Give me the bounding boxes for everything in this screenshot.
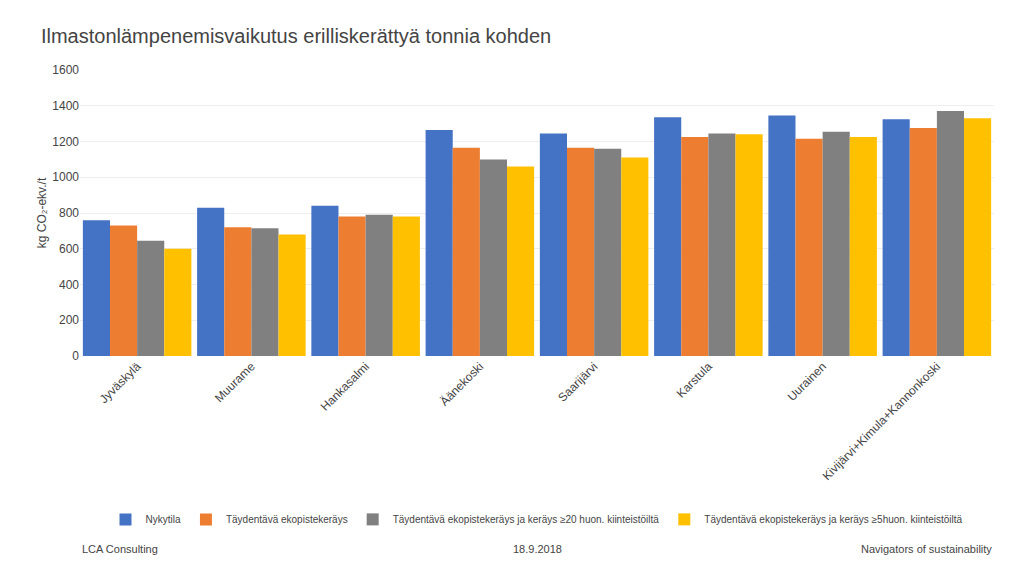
svg-text:Saarijärvi: Saarijärvi [555, 359, 600, 404]
svg-text:Karstula: Karstula [674, 359, 715, 400]
svg-text:Ilmastonlämpenemisvaikutus eri: Ilmastonlämpenemisvaikutus erilliskerätt… [41, 25, 551, 47]
svg-text:Täydentävä ekopistekeräys ja k: Täydentävä ekopistekeräys ja keräys ≥5hu… [704, 514, 962, 525]
svg-text:600: 600 [59, 242, 79, 256]
svg-text:Muurame: Muurame [212, 359, 258, 405]
svg-text:Täydentävä ekopistekeräys: Täydentävä ekopistekeräys [226, 514, 348, 525]
svg-text:Täydentävä ekopistekeräys ja k: Täydentävä ekopistekeräys ja keräys ≥20 … [393, 514, 660, 525]
svg-text:Äänekoski: Äänekoski [437, 359, 486, 408]
svg-text:1600: 1600 [52, 63, 79, 77]
svg-text:Nykytila: Nykytila [146, 514, 181, 525]
svg-text:1200: 1200 [52, 135, 79, 149]
svg-text:Navigators of sustainability: Navigators of sustainability [861, 543, 992, 555]
svg-text:18.9.2018: 18.9.2018 [513, 543, 562, 555]
svg-text:Hankasalmi: Hankasalmi [318, 359, 372, 413]
svg-text:1400: 1400 [52, 99, 79, 113]
svg-text:1000: 1000 [52, 170, 79, 184]
svg-text:800: 800 [59, 206, 79, 220]
svg-text:Uurainen: Uurainen [785, 359, 829, 403]
svg-text:400: 400 [59, 278, 79, 292]
svg-text:Kivijärvi+Kimula+Kannonkoski: Kivijärvi+Kimula+Kannonkoski [820, 359, 944, 483]
svg-text:0: 0 [72, 349, 79, 363]
svg-text:200: 200 [59, 313, 79, 327]
svg-text:LCA Consulting: LCA Consulting [82, 543, 158, 555]
svg-text:Jyväskylä: Jyväskylä [97, 359, 144, 406]
svg-text:kg CO₂-ekv./t: kg CO₂-ekv./t [35, 177, 49, 248]
